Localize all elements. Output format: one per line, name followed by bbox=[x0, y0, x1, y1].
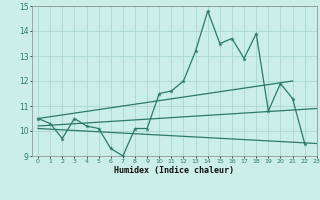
X-axis label: Humidex (Indice chaleur): Humidex (Indice chaleur) bbox=[115, 166, 234, 175]
